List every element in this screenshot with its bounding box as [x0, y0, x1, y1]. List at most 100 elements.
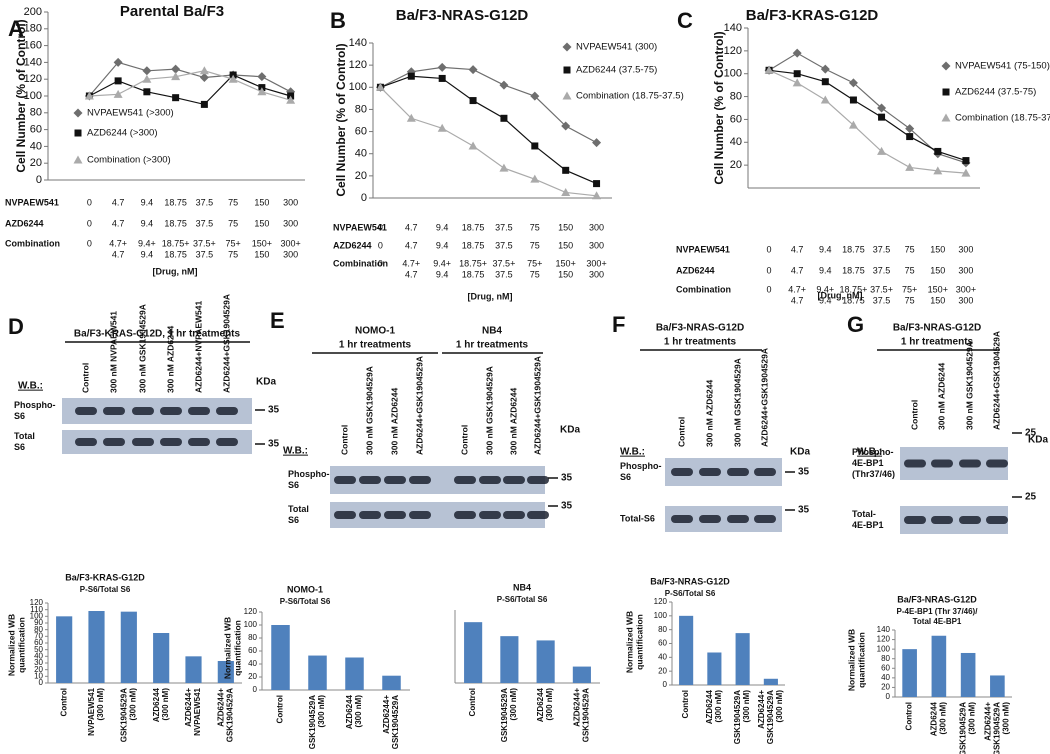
- lane-label: 300 nM AZD6244: [389, 387, 399, 455]
- legend-swatch: [73, 155, 83, 164]
- y-tick-label: 0: [39, 678, 44, 687]
- x-tick-label: Control: [681, 690, 690, 718]
- x-tick-label: (300 nM): [128, 688, 137, 721]
- band: [754, 468, 776, 476]
- dose-cell: 9.4: [819, 265, 832, 275]
- lane-label: AZD6244+GSK1904529A: [759, 348, 769, 447]
- x-tick-label: AZD6244: [929, 701, 938, 736]
- y-tick-label: 100: [654, 611, 668, 620]
- blot-header: Ba/F3-NRAS-G12D: [893, 323, 981, 334]
- point: [437, 62, 447, 72]
- lane-label: AZD6244+GSK1904529A: [532, 356, 542, 455]
- dose-cell: 9.4+: [816, 284, 834, 294]
- band: [904, 459, 926, 468]
- point: [142, 66, 152, 76]
- blot-header: 1 hr treatments: [664, 337, 737, 348]
- x-tick-label: (300 nM): [354, 695, 363, 728]
- y-axis-label: Normalized WB: [846, 629, 856, 691]
- row-label: S6: [14, 411, 25, 421]
- row-label: (Thr37/46): [852, 469, 895, 479]
- lane-label: 300 nM GSK1904529A: [137, 304, 147, 393]
- bar: [464, 622, 483, 683]
- chart-title: Ba/F3-KRAS-G12D: [746, 7, 879, 24]
- point: [200, 100, 208, 108]
- dose-cell: 18.75+: [459, 258, 487, 268]
- dose-cell: 37.5: [495, 222, 513, 232]
- x-tick-label: AZD6244+: [216, 688, 225, 727]
- point: [877, 146, 887, 155]
- series-line: [380, 75, 597, 185]
- band: [384, 476, 406, 484]
- y-tick-label: 20: [248, 672, 257, 681]
- dose-cell: 18.75: [164, 197, 187, 207]
- bar: [572, 666, 591, 683]
- point: [933, 166, 943, 175]
- band: [986, 516, 1008, 524]
- x-tick-label: AZD6244: [152, 687, 161, 722]
- point: [499, 80, 509, 90]
- y-tick-label: 90: [34, 618, 43, 627]
- lane-label: 300 nM GSK1904529A: [364, 366, 374, 455]
- dose-cell: 300: [958, 295, 973, 305]
- dose-cell: 75: [228, 249, 238, 259]
- band: [188, 438, 210, 446]
- chart-subtitle: P-S6/Total S6: [497, 595, 548, 604]
- dose-cell: 18.75: [842, 295, 865, 305]
- bar: [88, 611, 105, 683]
- x-tick-label: (300 nM): [161, 688, 170, 721]
- band: [479, 511, 501, 519]
- y-tick-label: 80: [658, 625, 667, 634]
- dose-cell: 300+: [956, 284, 976, 294]
- x-tick-label: AZD6244+: [572, 688, 581, 727]
- bar: [902, 649, 917, 697]
- band: [188, 407, 210, 415]
- bar: [185, 656, 202, 683]
- point: [113, 89, 123, 98]
- y-axis-label: Cell Number (% of Control): [14, 19, 28, 172]
- dose-cell: 4.7: [112, 197, 125, 207]
- x-tick-label: (300 nM): [1001, 702, 1010, 735]
- legend-swatch: [942, 88, 950, 96]
- dose-cell: 18.75: [462, 269, 485, 279]
- lane-label: Control: [676, 417, 686, 447]
- y-tick-label: 100: [244, 620, 258, 629]
- band: [132, 407, 154, 415]
- x-tick-label: GSK1904529A: [733, 690, 742, 744]
- y-axis-label: quantification: [856, 632, 866, 688]
- lane-label: Control: [339, 425, 349, 455]
- series-line: [89, 74, 291, 106]
- lane-label: 300 nM AZD6244: [704, 379, 714, 447]
- x-tick-label: (300 nM): [968, 702, 977, 735]
- y-tick-label: 20: [30, 157, 42, 169]
- dose-cell: 4.7+: [788, 284, 806, 294]
- dose-cell: 300+: [586, 258, 606, 268]
- legend-swatch: [562, 91, 572, 100]
- y-tick-label: 30: [34, 658, 43, 667]
- y-tick-label: 20: [881, 683, 890, 692]
- row-label: Total-S6: [620, 513, 655, 523]
- point: [934, 147, 942, 155]
- x-tick-label: GSK1904529A: [959, 702, 968, 754]
- chart-subtitle: Total 4E-BP1: [913, 617, 962, 626]
- dose-cell: 37.5: [873, 295, 891, 305]
- point: [562, 166, 570, 174]
- x-axis-label: [Drug, nM]: [818, 290, 863, 300]
- y-tick-label: 140: [724, 22, 742, 34]
- y-tick-label: 80: [248, 633, 257, 642]
- chart-title: Ba/F3-NRAS-G12D: [650, 576, 730, 586]
- blot-header: NOMO-1: [355, 326, 395, 337]
- point: [142, 74, 152, 83]
- y-tick-label: 10: [34, 671, 43, 680]
- band: [454, 511, 476, 519]
- dose-cell: 37.5: [495, 269, 513, 279]
- chart-title: Ba/F3-NRAS-G12D: [897, 594, 977, 604]
- y-tick-label: 40: [34, 651, 43, 660]
- bar: [308, 655, 327, 690]
- wb-label: W.B.:: [857, 447, 882, 458]
- row-label: S6: [620, 472, 631, 482]
- dose-cell: 150: [930, 244, 945, 254]
- legend-swatch: [941, 61, 951, 71]
- band: [527, 511, 549, 519]
- bar: [763, 678, 778, 685]
- dose-cell: 9.4: [436, 222, 449, 232]
